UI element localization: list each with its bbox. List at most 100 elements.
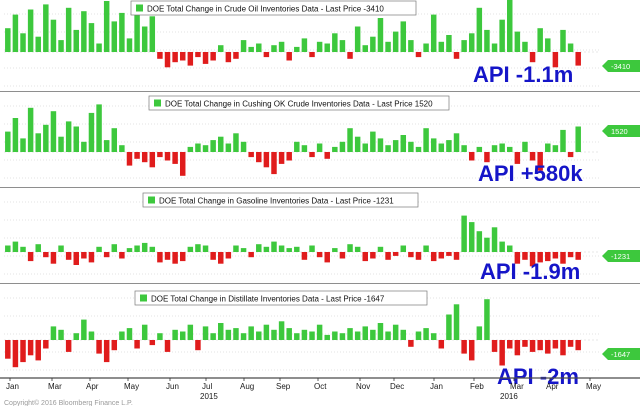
bar: [332, 33, 338, 52]
bar: [324, 152, 330, 159]
bar: [88, 112, 95, 152]
bar: [468, 222, 475, 252]
x-tick-label: Jan: [430, 382, 443, 391]
bar: [233, 133, 239, 152]
x-tick-label: Mar: [48, 382, 62, 391]
bar: [423, 43, 429, 52]
bar: [157, 152, 163, 158]
bar: [316, 252, 323, 258]
bar: [149, 246, 156, 252]
bar: [545, 38, 551, 52]
bar: [377, 246, 384, 252]
bar: [111, 244, 118, 252]
legend-label: DOE Total Change in Crude Oil Inventorie…: [147, 5, 384, 14]
bar: [415, 331, 422, 340]
bar: [195, 244, 201, 252]
bar: [491, 227, 498, 252]
bar: [65, 340, 72, 352]
bar: [408, 252, 414, 258]
bar: [400, 245, 407, 252]
bar: [468, 33, 475, 52]
bar: [256, 244, 262, 252]
bar: [172, 152, 178, 164]
bar: [187, 246, 194, 252]
bar: [567, 252, 574, 258]
bar: [309, 245, 315, 252]
bar: [461, 145, 467, 152]
bar: [233, 52, 239, 59]
bar: [339, 252, 346, 259]
bar: [263, 324, 270, 340]
bar: [157, 52, 163, 59]
bar: [354, 26, 361, 52]
bar: [73, 126, 79, 152]
bar: [552, 52, 559, 68]
bar: [560, 340, 566, 356]
bar: [377, 18, 384, 52]
bar: [438, 143, 445, 152]
x-tick-label: Feb: [470, 382, 484, 391]
bar: [263, 246, 270, 252]
bar: [263, 52, 270, 58]
bar: [278, 245, 285, 252]
bar: [103, 340, 110, 363]
bar: [499, 143, 505, 152]
bar: [385, 331, 391, 340]
bar: [141, 26, 148, 52]
bar: [522, 340, 528, 347]
bar: [27, 107, 34, 152]
bar: [172, 52, 178, 63]
bar: [202, 145, 209, 152]
bar: [134, 2, 140, 52]
bar: [461, 340, 467, 354]
bar: [347, 244, 353, 252]
bar: [248, 46, 254, 52]
bar: [225, 329, 232, 340]
bar: [567, 43, 574, 52]
bar: [301, 252, 308, 260]
bar: [430, 138, 437, 152]
bar: [278, 41, 285, 52]
legend-swatch: [154, 99, 161, 107]
bar: [73, 333, 79, 340]
bar: [446, 252, 452, 256]
bar: [339, 141, 346, 152]
bar: [43, 252, 49, 258]
bar: [195, 340, 201, 351]
bar: [187, 146, 194, 152]
bar: [103, 252, 110, 258]
bar: [12, 241, 19, 252]
bar: [119, 145, 125, 152]
bar: [149, 16, 156, 52]
bar: [88, 252, 95, 263]
chart-panel-1: DOE Total Change in Crude Oil Inventorie…: [0, 0, 640, 93]
bar: [218, 323, 224, 340]
bar: [149, 152, 156, 168]
bar: [468, 152, 475, 161]
bar: [278, 321, 285, 340]
legend-label: DOE Total Change in Distillate Inventori…: [151, 295, 385, 304]
last-value-tag: [602, 250, 640, 262]
bar: [65, 121, 72, 152]
bar: [50, 111, 57, 152]
bar: [96, 246, 102, 252]
bar: [484, 299, 490, 340]
bar: [50, 252, 57, 264]
x-tick-label: May: [586, 382, 601, 391]
bar: [271, 152, 277, 175]
bar: [552, 340, 559, 349]
x-tick-label: Nov: [356, 382, 370, 391]
bar: [408, 340, 414, 347]
bar: [81, 141, 87, 152]
bar: [575, 52, 581, 66]
x-tick-label: Jul: [202, 382, 212, 391]
bar: [522, 141, 528, 152]
bar: [240, 333, 247, 340]
bar: [73, 29, 79, 52]
bar: [294, 333, 300, 340]
bar: [179, 52, 186, 61]
legend: [134, 290, 428, 306]
bar: [499, 340, 505, 366]
bar: [149, 340, 156, 346]
